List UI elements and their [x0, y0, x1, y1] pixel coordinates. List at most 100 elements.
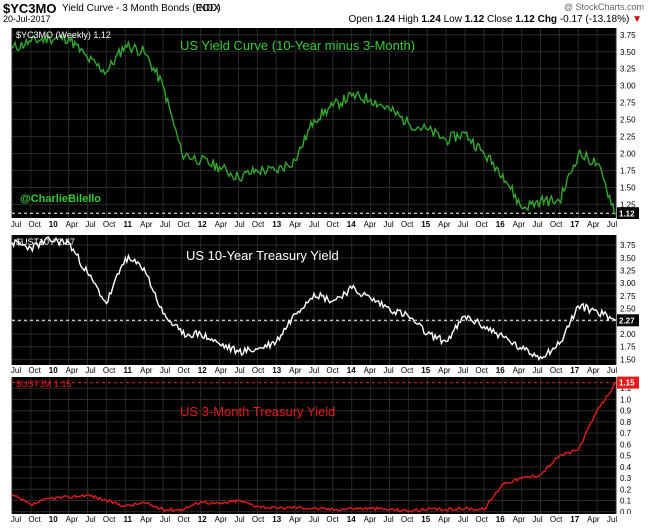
x-tick-label: Jul: [458, 515, 468, 524]
x-tick-label: Oct: [326, 515, 339, 524]
y-tick-label: 0.3: [620, 474, 632, 483]
x-tick-label: 17: [570, 366, 579, 375]
x-tick-label: Jul: [11, 366, 21, 375]
x-tick-label: Apr: [215, 366, 228, 375]
x-tick-label: Oct: [401, 366, 414, 375]
x-tick-label: Oct: [177, 366, 190, 375]
chg-value: -0.17 (-13.18%): [559, 14, 630, 25]
x-tick-label: Oct: [475, 366, 488, 375]
exchange: INDX: [196, 3, 220, 14]
y-tick-label: 2.75: [620, 292, 636, 301]
x-tick-label: Oct: [28, 366, 41, 375]
x-tick-label: 17: [570, 515, 579, 524]
price-axis-area: [616, 377, 650, 514]
x-tick-label: Apr: [513, 366, 526, 375]
x-tick-label: Apr: [438, 366, 451, 375]
y-tick-label: 3.75: [620, 31, 636, 40]
down-arrow-icon: ▼: [632, 14, 642, 25]
y-tick-label: 2.50: [620, 305, 636, 314]
x-tick-label: Oct: [550, 366, 563, 375]
x-tick-label: Oct: [28, 515, 41, 524]
y-tick-label: 0.6: [620, 440, 632, 449]
y-tick-label: 1.25: [620, 200, 636, 209]
y-tick-label: 2.50: [620, 116, 636, 125]
x-tick-label: Jul: [234, 220, 244, 229]
y-tick-label: 0.0: [620, 508, 632, 517]
panel-title: US 10-Year Treasury Yield: [186, 248, 339, 263]
x-tick-label: Oct: [475, 220, 488, 229]
x-tick-label: Apr: [438, 220, 451, 229]
x-tick-label: Apr: [587, 366, 600, 375]
x-tick-label: Jul: [532, 515, 542, 524]
chart-title: Yield Curve - 3 Month Bonds (EOD): [62, 3, 221, 14]
series-line: [11, 381, 617, 513]
x-tick-label: Jul: [85, 220, 95, 229]
x-tick-label: 16: [496, 366, 505, 375]
close-value: 1.12: [515, 14, 535, 25]
x-tick-label: Jul: [160, 515, 170, 524]
legend-entry: $YC3MO (Weekly) 1.12: [16, 30, 111, 40]
x-tick-label: Oct: [550, 220, 563, 229]
x-tick-label: Jul: [383, 515, 393, 524]
y-tick-label: 3.75: [620, 241, 636, 250]
x-tick-label: 12: [198, 515, 207, 524]
x-tick-label: 11: [124, 366, 133, 375]
x-tick-label: Apr: [66, 515, 79, 524]
y-tick-label: 1.0: [620, 395, 632, 404]
x-tick-label: 13: [272, 220, 281, 229]
x-tick-label: Apr: [66, 220, 79, 229]
x-tick-label: Jul: [383, 366, 393, 375]
x-tick-label: 16: [496, 515, 505, 524]
x-tick-label: 10: [49, 515, 58, 524]
panel-title: US Yield Curve (10-Year minus 3-Month): [180, 38, 415, 53]
series-line: [11, 236, 617, 361]
x-tick-label: 12: [198, 366, 207, 375]
x-tick-label: Apr: [364, 366, 377, 375]
brand: @ StockCharts.com: [563, 2, 644, 12]
chart-canvas: 1.25 1.50 1.75 2.00 2.25 2.50 2.75 3.00 3.25 3.50…: [0, 28, 650, 525]
x-tick-label: Apr: [215, 515, 228, 524]
y-tick-label: 1.50: [620, 183, 636, 192]
x-tick-label: Jul: [234, 515, 244, 524]
open-label: Open: [348, 14, 373, 25]
x-tick-label: Jul: [309, 515, 319, 524]
high-value: 1.24: [421, 14, 441, 25]
x-tick-label: Oct: [103, 366, 116, 375]
x-tick-label: 11: [124, 515, 133, 524]
y-tick-label: 0.8: [620, 418, 632, 427]
x-tick-label: 14: [347, 220, 356, 229]
last-value-tag: [617, 376, 639, 389]
y-tick-label: 0.5: [620, 452, 632, 461]
x-tick-label: Jul: [160, 220, 170, 229]
x-tick-label: Jul: [532, 366, 542, 375]
x-tick-label: 10: [49, 366, 58, 375]
y-tick-label: 1.75: [620, 343, 636, 352]
x-tick-label: 13: [272, 366, 281, 375]
x-tick-label: Jul: [309, 220, 319, 229]
x-tick-label: Apr: [289, 366, 302, 375]
x-tick-label: 16: [496, 220, 505, 229]
x-tick-label: Jul: [11, 220, 21, 229]
x-tick-label: 13: [272, 515, 281, 524]
x-tick-label: Oct: [28, 220, 41, 229]
chart-header: $YC3MO Yield Curve - 3 Month Bonds (EOD)…: [0, 0, 650, 26]
x-tick-label: Jul: [458, 366, 468, 375]
y-tick-label: 1.1: [620, 384, 632, 393]
x-tick-label: 15: [421, 366, 430, 375]
low-value: 1.12: [464, 14, 485, 25]
x-tick-label: Jul: [383, 220, 393, 229]
y-tick-label: 3.25: [620, 267, 636, 276]
x-tick-label: Apr: [289, 515, 302, 524]
x-tick-label: Apr: [289, 220, 302, 229]
last-value-tag: [617, 314, 639, 327]
symbol: $YC3MO: [3, 1, 57, 16]
y-tick-label: 3.50: [620, 48, 636, 57]
y-tick-label: 3.25: [620, 65, 636, 74]
price-axis-area: [616, 28, 650, 218]
panel-title: US 3-Month Treasury Yield: [180, 404, 335, 419]
x-tick-label: Apr: [140, 220, 153, 229]
x-tick-label: Jul: [85, 515, 95, 524]
x-tick-label: Apr: [587, 220, 600, 229]
x-tick-label: Oct: [252, 220, 265, 229]
x-tick-label: Apr: [66, 366, 79, 375]
